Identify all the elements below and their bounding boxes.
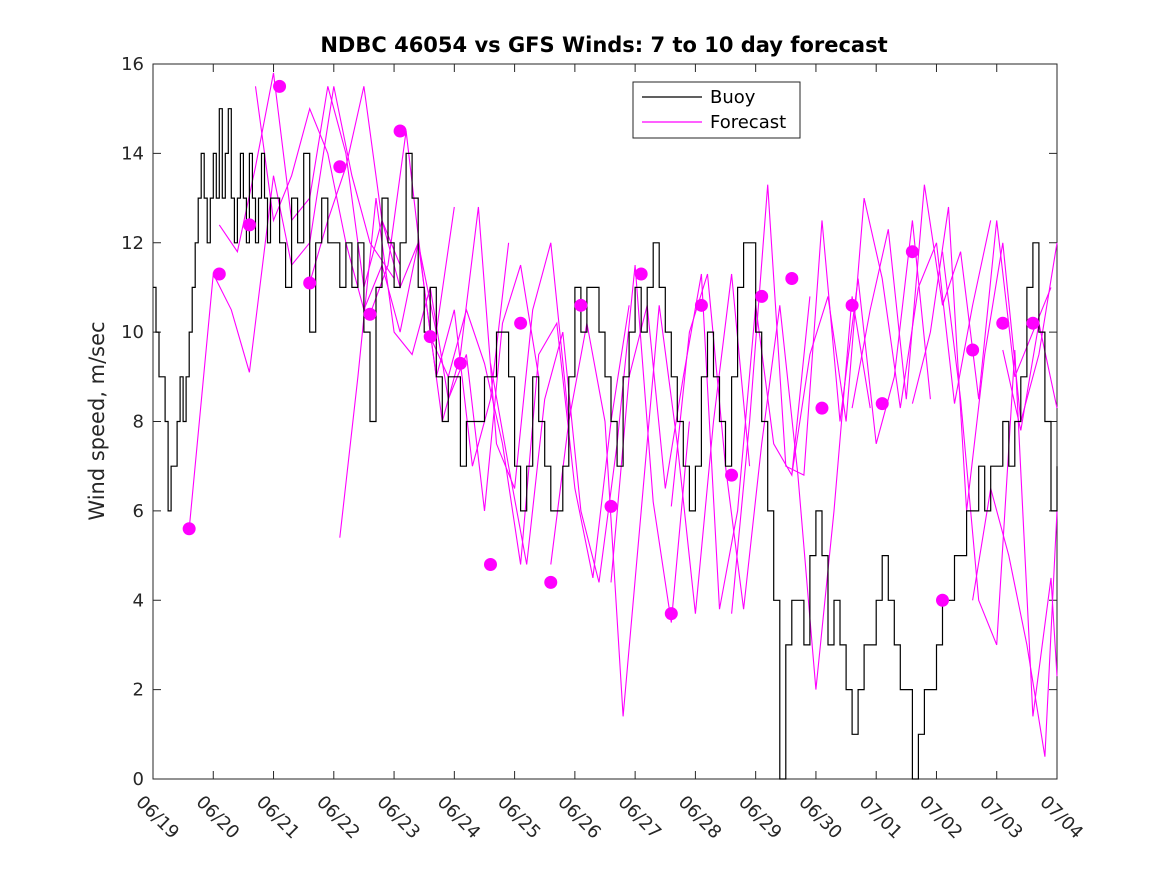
forecast-marker — [604, 499, 618, 513]
forecast-series-line — [851, 184, 1052, 409]
forecast-marker — [996, 316, 1010, 330]
forecast-marker — [182, 522, 196, 536]
y-tick-label: 14 — [121, 143, 144, 164]
chart-title: NDBC 46054 vs GFS Winds: 7 to 10 day for… — [320, 33, 887, 57]
forecast-marker — [423, 330, 437, 344]
forecast-series-line — [1002, 323, 1058, 431]
forecast-marker — [845, 298, 859, 312]
forecast-series-line — [972, 488, 1058, 757]
forecast-marker — [544, 575, 558, 589]
forecast-series-line — [339, 198, 540, 538]
forecast-marker — [694, 298, 708, 312]
forecast-marker — [303, 276, 317, 290]
forecast-marker — [725, 468, 739, 482]
forecast-marker — [905, 245, 919, 259]
forecast-series-line — [489, 265, 690, 623]
forecast-series-line — [941, 251, 1058, 717]
y-tick-label: 6 — [133, 501, 144, 522]
y-tick-label: 0 — [133, 769, 144, 790]
forecast-marker — [483, 558, 497, 571]
forecast-marker — [634, 267, 648, 281]
forecast-series-line — [429, 305, 630, 579]
forecast-marker — [242, 218, 256, 232]
legend-buoy-label: Buoy — [710, 87, 756, 108]
y-tick-label: 10 — [121, 322, 144, 343]
forecast-marker — [333, 160, 347, 174]
y-tick-label: 4 — [133, 590, 144, 611]
forecast-marker — [212, 267, 226, 281]
forecast-marker — [514, 316, 528, 330]
y-tick-label: 2 — [133, 680, 144, 701]
y-tick-label: 12 — [121, 233, 144, 254]
forecast-marker — [755, 289, 769, 303]
forecast-marker — [785, 272, 799, 285]
forecast-marker — [875, 397, 889, 411]
forecast-series-line — [309, 86, 510, 467]
forecast-series-line — [610, 273, 811, 610]
forecast-marker — [815, 401, 829, 415]
forecast-marker — [393, 124, 407, 138]
forecast-marker — [966, 343, 980, 357]
forecast-series-line — [911, 206, 1058, 511]
legend-forecast-label: Forecast — [710, 112, 786, 133]
forecast-marker — [453, 356, 467, 370]
forecast-marker — [273, 79, 287, 93]
forecast-series-line — [670, 273, 871, 690]
legend: Buoy Forecast — [632, 81, 801, 139]
forecast-series-line — [550, 273, 751, 717]
forecast-marker — [664, 607, 678, 621]
forecast-series-line — [369, 130, 570, 489]
forecast-marker — [363, 307, 377, 321]
forecast-series-line — [791, 197, 992, 476]
forecast-marker — [574, 298, 588, 312]
forecast-marker — [1026, 316, 1040, 330]
y-tick-label: 8 — [133, 412, 144, 433]
buoy-series-line — [153, 108, 1058, 780]
legend-box — [632, 81, 801, 139]
y-tick-label: 16 — [121, 54, 144, 75]
y-axis-label: Wind speed, m/sec — [85, 321, 109, 520]
forecast-marker — [935, 593, 949, 607]
